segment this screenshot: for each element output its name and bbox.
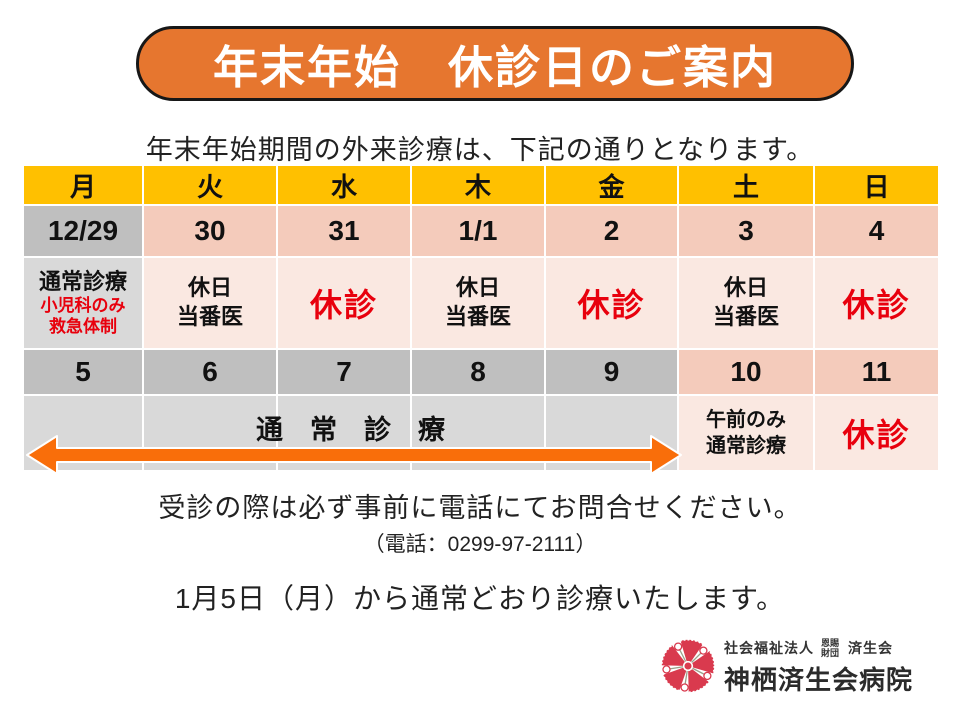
monday-pediatrics-note: 小児科のみ 救急体制 [40, 295, 126, 337]
saiseikai-flower-icon [660, 638, 716, 694]
date-cell: 12/29 [47, 215, 119, 246]
status-cell-monday: 通常診療 小児科のみ 救急体制 [22, 256, 144, 350]
date-cell: 31 [328, 215, 360, 246]
phone-number: （電話：0299-97-2111） [363, 533, 597, 556]
weekday-mon: 月 [69, 171, 96, 202]
weekday-tue: 火 [196, 171, 223, 202]
logo-zaidan: 財団 [821, 648, 840, 659]
weekday-sat: 土 [732, 171, 759, 202]
closed-cell: 休診 [842, 287, 911, 323]
logo-text-block: 社会福祉法人 恩賜 財団 済生会 神栖済生会病院 [724, 638, 934, 697]
intro-text: 年末年始期間の外来診療は、下記の通りとなります。 [145, 135, 815, 165]
date-cell: 4 [868, 215, 885, 246]
weekday-header-row: 月 火 水 木 金 土 日 [22, 164, 940, 206]
week1-dates-row: 12/29 30 31 1/1 2 3 4 [22, 204, 940, 258]
date-cell: 6 [202, 356, 218, 387]
title-banner: 年末年始 休診日のご案内 [136, 26, 854, 101]
date-cell: 7 [336, 356, 352, 387]
closed-cell: 休診 [842, 417, 911, 453]
logo-org-type: 社会福祉法人 [724, 642, 814, 658]
date-cell: 8 [470, 356, 486, 387]
weekday-fri: 金 [598, 171, 625, 202]
weekday-wed: 水 [330, 171, 357, 202]
date-cell: 11 [861, 356, 892, 387]
date-cell: 2 [603, 215, 620, 246]
saturday-morning-note: 午前のみ 通常診療 [706, 409, 786, 457]
duty-doctor-cell: 休日 当番医 [176, 275, 243, 329]
duty-doctor-cell: 休日 当番医 [444, 275, 511, 329]
weekday-thu: 木 [464, 171, 491, 202]
date-cell: 30 [194, 215, 226, 246]
page-title: 年末年始 休診日のご案内 [212, 42, 777, 93]
logo-onshi-zaidan: 恩賜 財団 [821, 638, 839, 659]
normal-care-label: 通 常 診 療 [256, 415, 445, 445]
week1-status-row: 通常診療 小児科のみ 救急体制 休日 当番医 休診 休日 当番医 休診 休日 当… [22, 256, 940, 350]
week2-dates-row: 5 6 7 8 9 10 11 [22, 348, 940, 396]
hospital-logo: 社会福祉法人 恩賜 財団 済生会 神栖済生会病院 [656, 632, 936, 708]
date-cell: 9 [603, 356, 620, 387]
closed-cell: 休診 [309, 287, 378, 323]
date-cell: 1/1 [458, 215, 498, 246]
normal-care-arrow-icon [26, 435, 682, 475]
holiday-schedule-table: 月 火 水 木 金 土 日 12/29 30 31 1/1 2 3 4 通常診療… [22, 164, 940, 472]
date-cell: 5 [75, 356, 91, 387]
closed-cell: 休診 [577, 287, 646, 323]
date-cell: 3 [738, 215, 754, 246]
date-cell: 10 [730, 356, 762, 387]
weekday-sun: 日 [863, 171, 890, 202]
hospital-name: 神栖済生会病院 [724, 665, 914, 695]
logo-org-name: 済生会 [848, 642, 894, 658]
logo-onshi: 恩賜 [821, 638, 840, 648]
contact-note: 受診の際は必ず事前に電話にてお問合せください。 [158, 493, 802, 523]
resume-notice: 1月5日（月）から通常どおり診療いたします。 [174, 583, 786, 614]
monday-status-text: 通常診療 [38, 268, 127, 294]
duty-doctor-cell: 休日 当番医 [712, 275, 779, 329]
